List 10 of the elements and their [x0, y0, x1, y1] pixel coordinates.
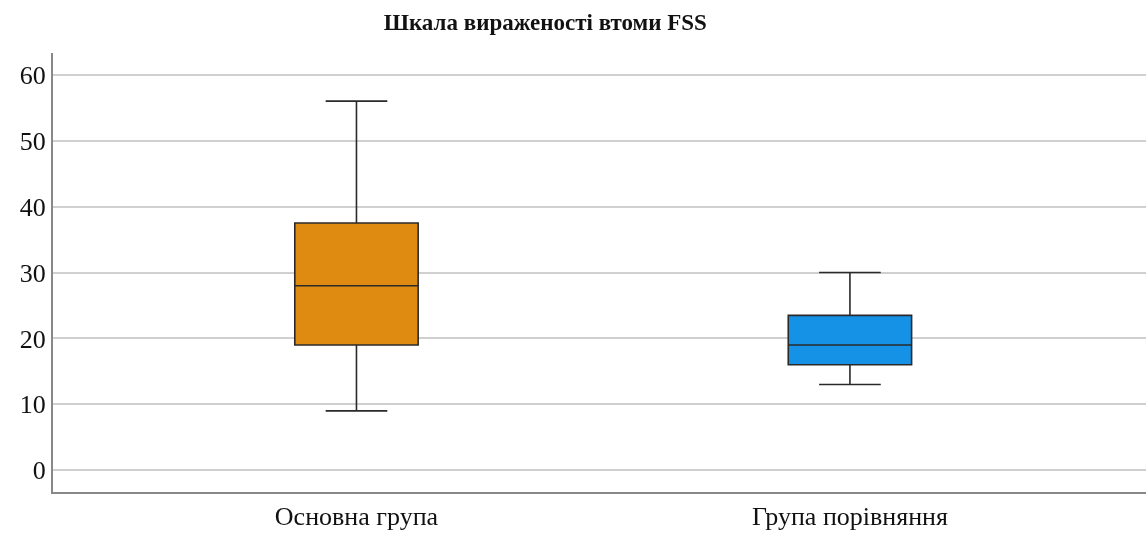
x-tick-label: Група порівняння [751, 502, 948, 532]
y-tick-label: 10 [19, 390, 46, 420]
y-tick-label: 60 [19, 60, 46, 90]
chart-title: Шкала вираженості втоми FSS [383, 10, 707, 36]
x-tick-label: Основна група [274, 502, 439, 532]
y-tick-label: 40 [19, 192, 46, 222]
y-tick-label: 20 [19, 324, 46, 354]
y-tick-label: 30 [19, 258, 46, 288]
y-tick-label: 0 [32, 456, 46, 486]
y-tick-label: 50 [19, 126, 46, 156]
